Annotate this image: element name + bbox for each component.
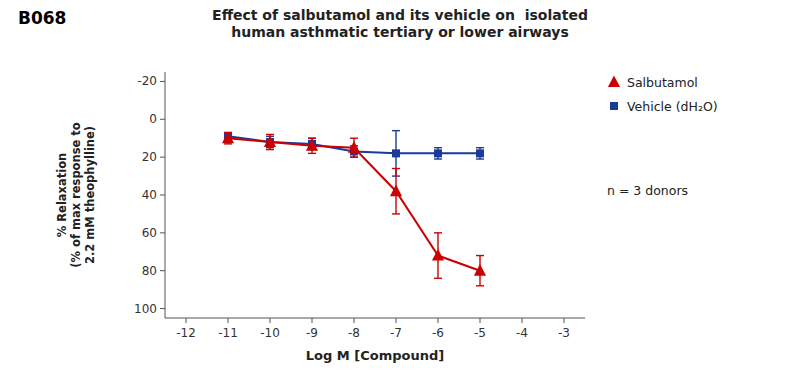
error-bar-cap bbox=[308, 138, 316, 139]
point bbox=[264, 135, 276, 147]
note: n = 3 donors bbox=[607, 183, 688, 198]
error-bar-cap bbox=[392, 168, 400, 169]
error-bar bbox=[434, 148, 442, 159]
chart: Effect of salbutamol and its vehicle on … bbox=[0, 0, 800, 384]
point bbox=[474, 264, 486, 276]
error-bar-cap bbox=[224, 143, 232, 144]
title: Effect of salbutamol and its vehicle on … bbox=[212, 7, 588, 23]
error-bar-cap bbox=[476, 285, 484, 286]
point bbox=[222, 132, 234, 144]
error-bar-cap bbox=[308, 153, 316, 154]
error-bar-cap bbox=[434, 147, 442, 148]
x-tick bbox=[228, 318, 229, 323]
series-line bbox=[228, 138, 480, 270]
error-bar-cap bbox=[476, 255, 484, 256]
y-tick bbox=[160, 119, 165, 120]
point bbox=[432, 249, 444, 261]
y-tick bbox=[160, 308, 165, 309]
legend-marker bbox=[610, 102, 618, 110]
error-bar-cap bbox=[476, 147, 484, 148]
point bbox=[348, 141, 360, 153]
y-tick-label: 0 bbox=[149, 112, 157, 126]
y-axis-label: (% of max response to bbox=[69, 122, 83, 268]
x-tick bbox=[354, 318, 355, 323]
x-tick bbox=[480, 318, 481, 323]
x-tick-label: -9 bbox=[306, 326, 318, 340]
x-tick-label: -6 bbox=[432, 326, 444, 340]
axes: -12 -11 -10 -9 -8 -7 -6 -5 -4 -3 -20 0 20 40 60 80 100 bbox=[134, 72, 585, 340]
x-axis-label: Log M [Compound] bbox=[306, 348, 444, 363]
legend-marker bbox=[608, 75, 620, 87]
x-tick bbox=[522, 318, 523, 323]
error-bar-cap bbox=[266, 149, 274, 150]
y-tick-label: 80 bbox=[142, 264, 157, 278]
error-bar-cap bbox=[434, 158, 442, 159]
y-tick-label: 40 bbox=[142, 188, 157, 202]
x-tick bbox=[312, 318, 313, 323]
legend: Salbutamol Vehicle (dH₂O) bbox=[608, 75, 718, 114]
error-bar-cap bbox=[350, 156, 358, 157]
plot-data bbox=[222, 131, 486, 286]
y-axis-label: % Relaxation bbox=[55, 153, 69, 238]
error-bar-cap bbox=[434, 232, 442, 233]
point bbox=[476, 149, 484, 157]
y-tick-label: 20 bbox=[142, 150, 157, 164]
x-tick-label: -4 bbox=[516, 326, 528, 340]
series bbox=[224, 131, 484, 176]
y-tick bbox=[160, 270, 165, 271]
x-tick-label: -5 bbox=[474, 326, 486, 340]
title: human asthmatic tertiary or lower airway… bbox=[231, 24, 568, 40]
point bbox=[434, 149, 442, 157]
legend-label: Vehicle (dH₂O) bbox=[627, 99, 718, 114]
background bbox=[0, 0, 800, 384]
series-line bbox=[228, 136, 480, 153]
y-tick-label: 60 bbox=[142, 226, 157, 240]
y-tick bbox=[160, 195, 165, 196]
error-bar-cap bbox=[476, 158, 484, 159]
error-bar-cap bbox=[308, 138, 316, 139]
point bbox=[306, 139, 318, 151]
y-tick bbox=[160, 232, 165, 233]
error-bar-cap bbox=[266, 134, 274, 135]
x-tick-label: -3 bbox=[558, 326, 570, 340]
x-tick-label: -12 bbox=[176, 326, 196, 340]
x-tick bbox=[564, 318, 565, 323]
error-bar-cap bbox=[392, 130, 400, 131]
y-tick-label: -20 bbox=[137, 74, 157, 88]
y-tick bbox=[160, 157, 165, 158]
x-tick-label: -10 bbox=[260, 326, 280, 340]
point bbox=[392, 149, 400, 157]
x-tick-label: -7 bbox=[390, 326, 402, 340]
panel-code: B068 bbox=[18, 8, 66, 28]
error-bar-cap bbox=[434, 278, 442, 279]
x-tick-label: -8 bbox=[348, 326, 360, 340]
y-axis-label: 2.2 mM theophylline) bbox=[83, 126, 97, 264]
x-tick bbox=[270, 318, 271, 323]
series bbox=[222, 132, 486, 286]
point bbox=[390, 185, 402, 197]
x-tick-label: -11 bbox=[218, 326, 238, 340]
y-tick-label: 100 bbox=[134, 302, 157, 316]
x-tick bbox=[396, 318, 397, 323]
x-tick bbox=[438, 318, 439, 323]
y-tick bbox=[160, 81, 165, 82]
error-bar-cap bbox=[392, 213, 400, 214]
error-bar-cap bbox=[350, 138, 358, 139]
error-bar bbox=[476, 148, 484, 159]
error-bar-cap bbox=[350, 156, 358, 157]
x-tick bbox=[186, 318, 187, 323]
legend-label: Salbutamol bbox=[627, 75, 698, 90]
